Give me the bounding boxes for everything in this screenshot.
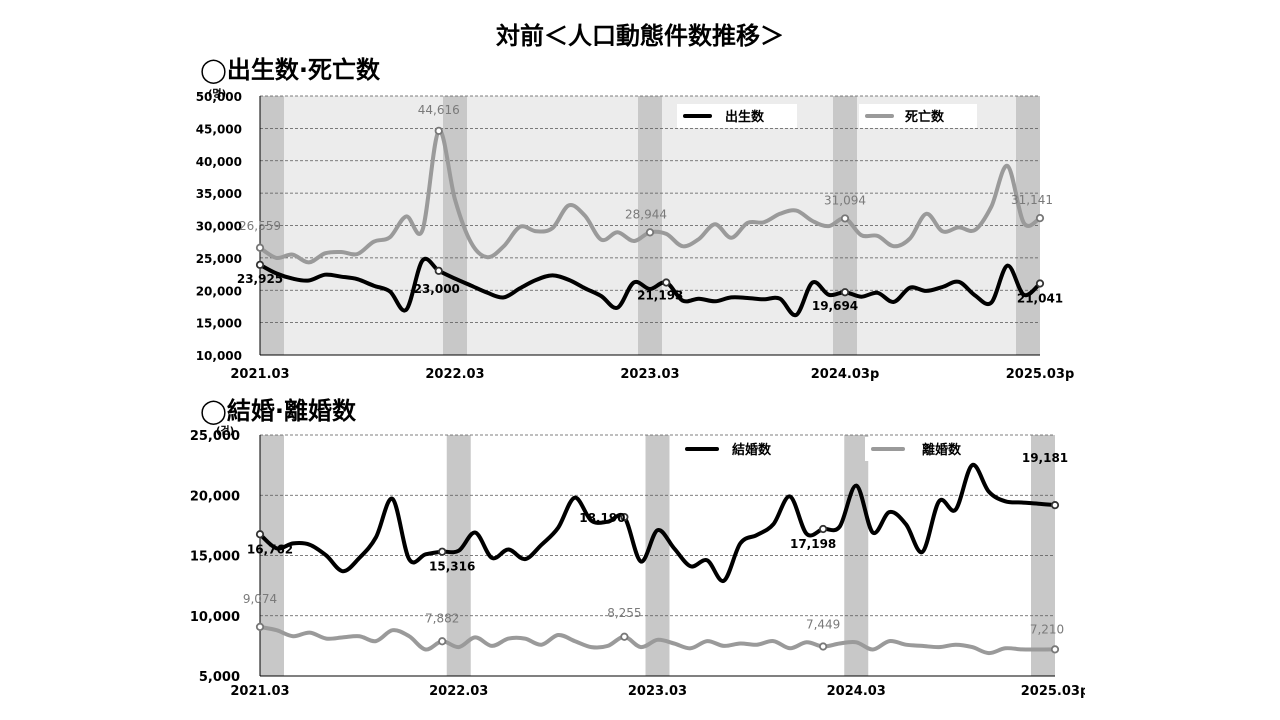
x-tick-label: 2025.03p [1021, 684, 1085, 699]
data-marker [620, 632, 629, 641]
x-tick-label: 2024.03 [827, 684, 886, 699]
series-line [258, 463, 1057, 583]
data-label: 9,074 [243, 592, 277, 606]
data-marker [434, 266, 443, 275]
data-marker [255, 260, 265, 269]
data-marker [255, 243, 265, 252]
x-tick-label: 2021.03 [230, 367, 289, 382]
x-tick-label: 2023.03 [620, 367, 679, 382]
data-label: 7,882 [425, 611, 459, 625]
section-title-marriages-divorces: ◯結婚·離婚数 [200, 397, 356, 425]
y-tick-label: 20,000 [196, 284, 242, 298]
y-tick-label: 40,000 [196, 155, 242, 169]
data-marker [434, 126, 443, 135]
data-label: 19,694 [812, 299, 858, 313]
y-tick-label: 5,000 [199, 670, 240, 685]
y-tick-label: 50,000 [196, 90, 242, 104]
data-label: 21,193 [637, 289, 683, 303]
legend-label: 死亡数 [905, 109, 945, 125]
data-label: 18,190 [579, 511, 625, 525]
y-tick-label: 25,000 [196, 252, 242, 266]
data-label: 28,944 [625, 207, 667, 221]
data-marker [662, 278, 671, 287]
data-label: 7,210 [1030, 622, 1064, 636]
data-marker [1050, 501, 1060, 510]
section-title-births-deaths: ◯出生数·死亡数 [200, 56, 380, 84]
y-tick-label: 45,000 [196, 122, 242, 136]
series-line [258, 256, 1042, 318]
data-marker [840, 288, 850, 297]
x-tick-label: 2022.03 [425, 367, 484, 382]
data-label: 26,559 [239, 219, 281, 233]
data-label: 7,449 [806, 617, 840, 631]
data-marker [255, 530, 265, 539]
data-marker [620, 512, 629, 522]
series-line [258, 624, 1057, 656]
data-label: 16,762 [247, 542, 293, 556]
data-label: 23,925 [237, 272, 283, 286]
data-label: 17,198 [790, 537, 836, 551]
y-unit-label: (건) [216, 424, 234, 437]
x-tick-label: 2023.03 [628, 684, 687, 699]
marriages-divorces-chart: 5,000 10,000 15,000 20,000 25,000(건) 2021.03 2… [190, 424, 1089, 699]
data-marker [840, 214, 850, 223]
data-label: 31,141 [1011, 193, 1053, 207]
births-deaths-chart: 10,000 15,000 20,000 25,000 30,000 35,000 40,0… [196, 87, 1075, 382]
data-marker [438, 637, 447, 646]
legend-label: 離婚数 [922, 442, 962, 458]
y-tick-label: 15,000 [196, 317, 242, 331]
x-tick-label: 2024.03p [811, 367, 880, 382]
y-tick-label: 35,000 [196, 187, 242, 201]
data-label: 23,000 [414, 282, 460, 296]
y-tick-label: 30,000 [196, 220, 242, 234]
data-marker [1035, 214, 1045, 223]
data-marker [438, 547, 447, 556]
page-title: 対前＜人口動態件数推移＞ [496, 22, 784, 50]
x-tick-label: 2021.03 [230, 684, 289, 699]
legend-label: 結婚数 [732, 442, 772, 458]
data-label: 15,316 [429, 560, 475, 574]
chart-panel-marriages-divorces: 5,000 10,000 15,000 20,000 25,000 (건) 2021.03 2… [185, 423, 1089, 703]
data-marker [819, 524, 828, 534]
data-marker [1050, 645, 1060, 654]
y-tick-label: 25,000 [190, 429, 240, 444]
data-marker [645, 228, 655, 237]
y-unit-label: (명) [208, 87, 226, 100]
x-tick-label: 2022.03 [429, 684, 488, 699]
data-label: 19,181 [1022, 451, 1068, 465]
x-tick-label: 2025.03p [1006, 367, 1075, 382]
data-label: 21,041 [1017, 292, 1063, 306]
data-marker [1035, 279, 1045, 288]
chart-panel-births-deaths: 10,000 15,000 20,000 25,000 30,000 35,000 40,0… [185, 86, 1085, 386]
y-tick-label: 10,000 [196, 349, 242, 363]
legend-label: 出生数 [725, 109, 765, 125]
y-tick-label: 15,000 [190, 550, 240, 565]
y-tick-label: 10,000 [190, 610, 240, 625]
y-tick-label: 20,000 [190, 489, 240, 504]
data-marker [255, 622, 265, 632]
data-label: 44,616 [418, 103, 460, 117]
data-label: 31,094 [824, 193, 866, 207]
data-label: 8,255 [607, 606, 641, 620]
data-marker [819, 642, 828, 651]
